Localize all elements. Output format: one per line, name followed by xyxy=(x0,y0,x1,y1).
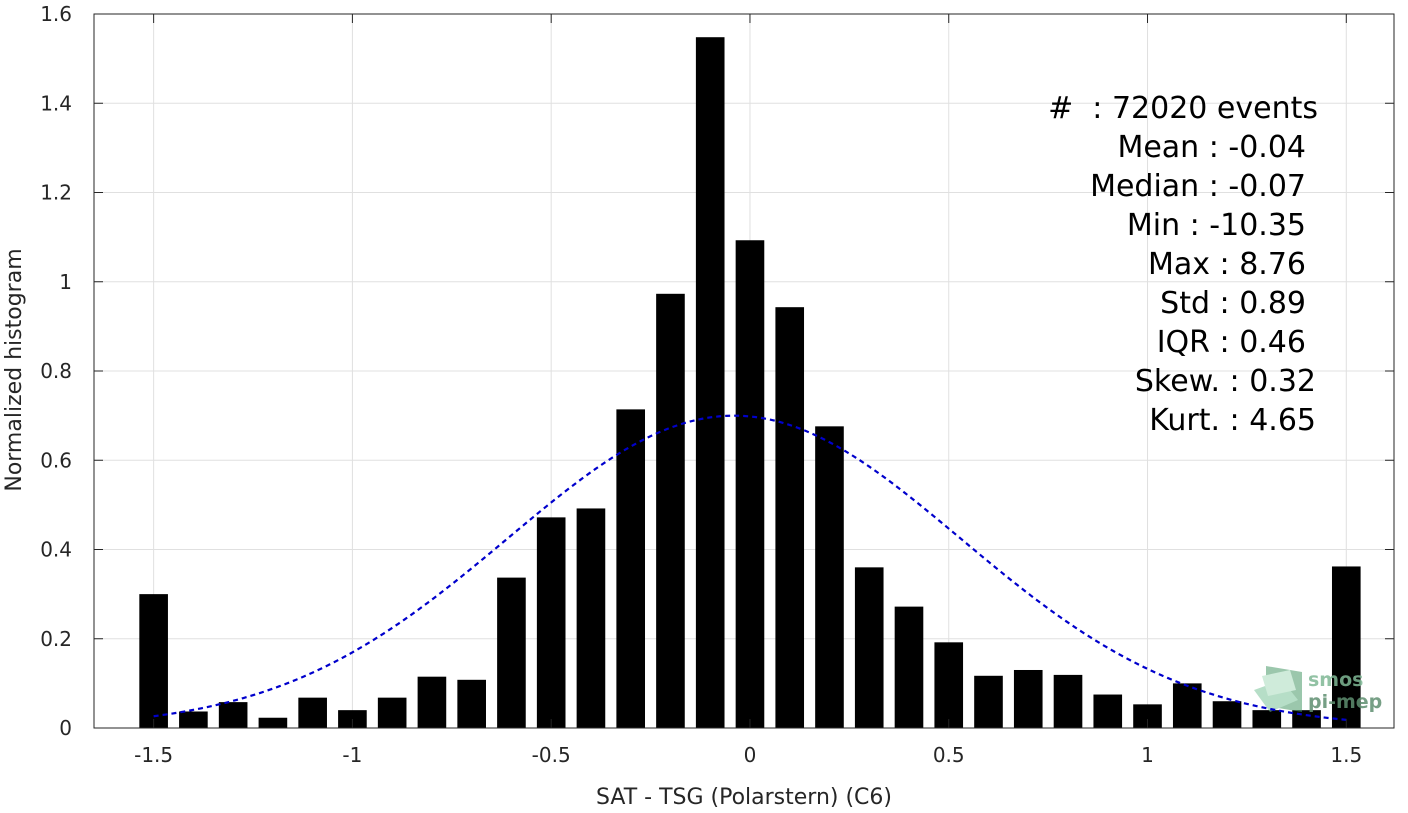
stats-line: # : 72020 events xyxy=(1048,91,1318,126)
histogram-bar xyxy=(576,508,606,728)
histogram-bar xyxy=(775,307,805,728)
histogram-bar xyxy=(894,606,924,728)
histogram-bar xyxy=(1133,704,1162,728)
histogram-bar xyxy=(417,676,447,728)
x-tick-label: 1 xyxy=(1141,743,1154,767)
histogram-bar xyxy=(258,717,288,728)
histogram-bar xyxy=(179,711,208,728)
stats-line: Skew. : 0.32 xyxy=(1135,364,1316,399)
histogram-bar xyxy=(1172,683,1202,728)
stats-annotation: # : 72020 events Mean : -0.04 Median : -0.… xyxy=(1048,91,1318,438)
y-tick-label: 1.6 xyxy=(40,2,72,26)
histogram-bar xyxy=(656,293,685,728)
histogram-bar xyxy=(139,594,168,728)
histogram-bar xyxy=(298,697,327,728)
histogram-bar xyxy=(815,426,844,728)
histogram-bar xyxy=(1053,674,1083,728)
histogram-bar xyxy=(1212,701,1242,728)
x-tick-label: 1.5 xyxy=(1330,743,1362,767)
y-tick-label: 0 xyxy=(59,716,72,740)
x-axis-label: SAT - TSG (Polarstern) (C6) xyxy=(596,785,892,809)
stats-line: Kurt. : 4.65 xyxy=(1149,403,1316,438)
x-tick-label: -1 xyxy=(342,743,362,767)
histogram-bar xyxy=(377,697,407,728)
histogram-bar xyxy=(536,517,566,728)
stats-line: Min : -10.35 xyxy=(1127,208,1306,243)
histogram-bar xyxy=(218,702,248,728)
x-tick-label: -0.5 xyxy=(532,743,571,767)
histogram-bar xyxy=(695,37,725,728)
x-tick-label: 0.5 xyxy=(933,743,965,767)
histogram-bar xyxy=(974,675,1003,728)
y-tick-label: 0.4 xyxy=(40,538,72,562)
histogram-bar xyxy=(497,577,526,728)
fit-curve-layer xyxy=(153,414,1347,721)
histogram-bar xyxy=(735,240,765,728)
stats-line: IQR : 0.46 xyxy=(1157,325,1306,360)
bars-layer xyxy=(139,37,1361,728)
stats-line: Max : 8.76 xyxy=(1148,247,1306,282)
stats-line: Mean : -0.04 xyxy=(1117,130,1306,165)
x-tick-label: -1.5 xyxy=(134,743,173,767)
histogram-bar xyxy=(854,567,884,728)
y-tick-label: 1 xyxy=(59,270,72,294)
y-tick-label: 0.8 xyxy=(40,359,72,383)
histogram-bar xyxy=(1331,566,1361,728)
y-axis-label: Normalized histogram xyxy=(2,248,27,491)
watermark-logo-icon xyxy=(1254,666,1302,712)
histogram-bar xyxy=(1252,710,1282,728)
stats-line: Median : -0.07 xyxy=(1090,169,1306,204)
axes-layer: -1.5 -1 -0.5 0 0.5 1 1.5 0 0.2 0.4 0.6 0.8 1 1.2 1.4 1.… xyxy=(40,2,1395,767)
histogram-bar xyxy=(616,409,646,728)
histogram-bar xyxy=(457,679,486,728)
watermark-line2: pi-mep xyxy=(1308,691,1382,713)
fit-curve xyxy=(153,414,1347,721)
stats-line: Std : 0.89 xyxy=(1160,286,1306,321)
y-tick-label: 0.6 xyxy=(40,448,72,472)
histogram-bar xyxy=(1093,694,1123,728)
x-tick-label: 0 xyxy=(744,743,757,767)
y-tick-label: 1.4 xyxy=(40,91,72,115)
y-tick-label: 0.2 xyxy=(40,627,72,651)
y-tick-label: 1.2 xyxy=(40,181,72,205)
watermark-logo: smos pi-mep xyxy=(1254,666,1382,713)
watermark-line1: smos xyxy=(1308,669,1363,691)
histogram-bar xyxy=(934,642,964,728)
histogram-bar xyxy=(1013,669,1043,728)
